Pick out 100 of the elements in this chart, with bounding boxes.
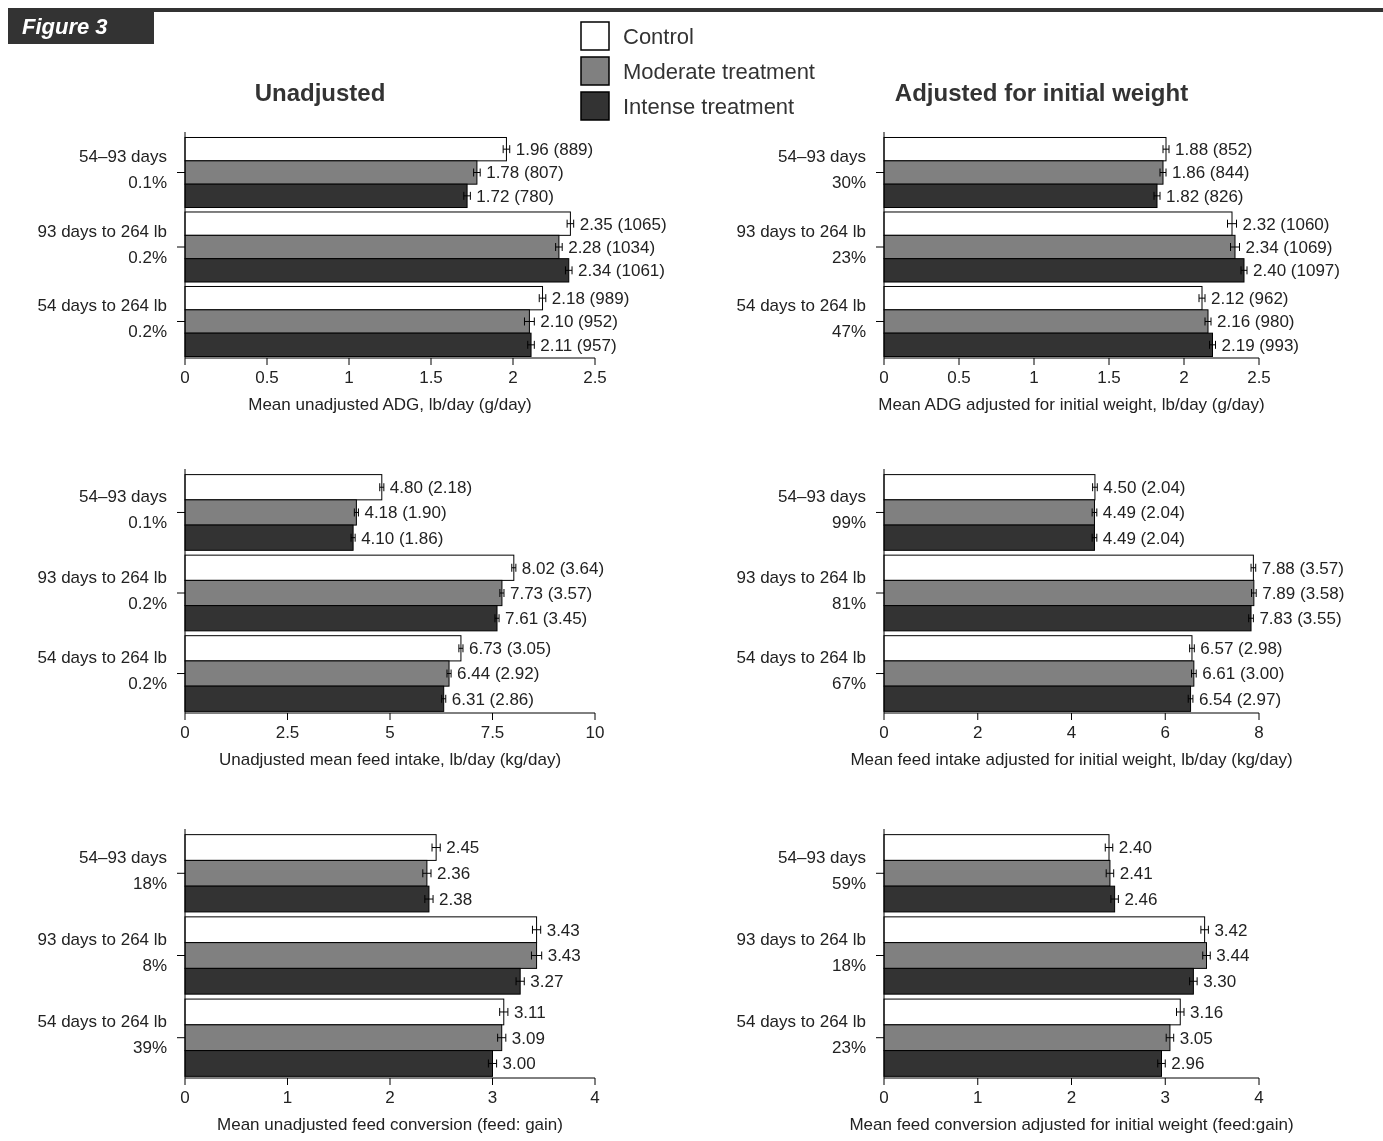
data-label: 3.44	[1216, 946, 1250, 966]
data-label: 7.88 (3.57)	[1261, 558, 1344, 578]
y-tick-label: 54 days to 264 lb 0.2%	[37, 648, 167, 694]
y-tick-label: 54–93 days 59%	[778, 847, 866, 893]
data-label: 7.83 (3.55)	[1259, 609, 1342, 629]
data-label: 1.82 (826)	[1166, 186, 1244, 206]
y-tick-label: 93 days to 264 lb 81%	[736, 567, 866, 613]
data-label: 1.72 (780)	[476, 186, 554, 206]
x-tick-label: 0	[180, 368, 190, 387]
data-label: 2.18 (989)	[551, 289, 630, 309]
x-axis-title: Unadjusted mean feed intake, lb/day (kg/day)	[218, 750, 562, 769]
data-label: 4.49 (2.04)	[1102, 528, 1186, 548]
x-tick-label: 3	[487, 1088, 498, 1107]
data-label: 2.45	[446, 838, 480, 858]
data-label: 6.61 (3.00)	[1202, 664, 1285, 684]
data-label: 3.30	[1203, 972, 1237, 992]
x-axis-title: Mean ADG adjusted for initial weight, lb/day (g/day)	[878, 395, 1265, 414]
x-axis-title: Mean feed conversion adjusted for initial weight (feed:gain)	[849, 1115, 1294, 1134]
y-tick-label: 54–93 days 30%	[778, 147, 866, 193]
x-tick-label: 2.5	[1247, 368, 1271, 387]
x-axis-title: Mean unadjusted ADG, lb/day (g/day)	[248, 395, 532, 414]
x-tick-label: 1	[1029, 368, 1039, 387]
y-tick-label: 93 days to 264 lb 0.2%	[37, 221, 167, 267]
data-label: 1.96 (889)	[515, 140, 594, 160]
data-label: 4.50 (2.04)	[1103, 478, 1186, 498]
x-tick-label: 2	[1179, 368, 1189, 387]
caption: Figure 3	[22, 14, 108, 39]
x-axis-title: Mean unadjusted feed conversion (feed: gain)	[217, 1115, 563, 1134]
y-tick-label: 54–93 days 0.1%	[79, 147, 167, 193]
data-label: 2.19 (993)	[1221, 335, 1299, 355]
y-tick-label: 93 days to 264 lb 23%	[736, 221, 866, 267]
data-label: 2.28 (1034)	[568, 237, 656, 257]
y-tick-label: 54 days to 264 lb 23%	[736, 1012, 866, 1058]
x-tick-label: 1	[282, 1088, 293, 1107]
data-label: 6.44 (2.92)	[457, 664, 540, 684]
data-label: 3.05	[1179, 1028, 1213, 1048]
x-tick-label: 4	[1066, 723, 1077, 742]
x-tick-label: 5	[385, 723, 395, 742]
y-tick-label: 54 days to 264 lb 67%	[736, 648, 866, 694]
data-label: 6.57 (2.98)	[1200, 639, 1283, 659]
x-tick-label: 0.5	[947, 368, 971, 387]
y-tick-label: 54 days to 264 lb 39%	[37, 1012, 167, 1058]
data-label: 6.73 (3.05)	[468, 639, 552, 659]
data-label: 8.02 (3.64)	[521, 558, 605, 578]
x-tick-label: 7.5	[480, 723, 505, 742]
data-label: 2.40	[1118, 838, 1152, 858]
data-label: 7.89 (3.58)	[1262, 583, 1345, 603]
x-tick-label: 2.5	[583, 368, 607, 387]
x-tick-label: 2.5	[275, 723, 300, 742]
data-label: 7.61 (3.45)	[505, 609, 588, 629]
x-tick-label: 0.5	[255, 368, 279, 387]
x-tick-label: 2	[973, 723, 983, 742]
data-label: 2.36	[437, 864, 471, 884]
legend-label: Moderate treatment	[623, 58, 815, 84]
chart-title: Unadjusted	[254, 79, 386, 106]
y-tick-label: 54 days to 264 lb 0.2%	[37, 296, 167, 342]
chart-title: Adjusted for initial weight	[894, 79, 1189, 106]
y-tick-label: 54–93 days 18%	[79, 847, 167, 893]
x-tick-label: 0	[879, 368, 889, 387]
x-tick-label: 2	[508, 368, 518, 387]
x-tick-label: 1.5	[1097, 368, 1121, 387]
legend-label: Control	[623, 23, 694, 49]
y-tick-label: 54 days to 264 lb 47%	[736, 296, 866, 342]
data-label: 3.43	[546, 920, 580, 940]
data-label: 2.34 (1061)	[578, 261, 665, 281]
data-label: 1.86 (844)	[1172, 163, 1250, 183]
data-label: 2.34 (1069)	[1245, 237, 1333, 257]
data-label: 3.09	[511, 1028, 545, 1048]
data-label: 2.35 (1065)	[579, 214, 667, 234]
x-tick-label: 0	[180, 723, 190, 742]
data-label: 3.00	[502, 1054, 536, 1074]
data-label: 6.54 (2.97)	[1198, 689, 1282, 709]
y-tick-label: 54–93 days 0.1%	[79, 487, 167, 533]
x-tick-label: 4	[1254, 1088, 1264, 1107]
data-label: 3.27	[530, 972, 564, 992]
data-label: 3.11	[513, 1002, 546, 1022]
data-label: 2.96	[1171, 1054, 1205, 1074]
y-tick-label: 54–93 days 99%	[778, 487, 866, 533]
x-tick-label: 4	[590, 1088, 600, 1107]
x-tick-label: 3	[1160, 1088, 1170, 1107]
x-tick-label: 2	[385, 1088, 395, 1107]
data-label: 2.32 (1060)	[1242, 214, 1330, 234]
y-tick-label: 93 days to 264 lb 18%	[736, 930, 866, 976]
data-label: 4.49 (2.04)	[1102, 503, 1186, 523]
y-tick-label: 93 days to 264 lb 0.2%	[37, 567, 167, 613]
data-label: 2.16 (980)	[1217, 312, 1295, 332]
data-label: 2.12 (962)	[1211, 289, 1289, 309]
data-label: 1.78 (807)	[486, 163, 564, 183]
data-label: 3.43	[547, 946, 581, 966]
x-tick-label: 1	[973, 1088, 983, 1107]
data-label: 4.18 (1.90)	[364, 503, 447, 523]
x-tick-label: 0	[180, 1088, 190, 1107]
x-tick-label: 0	[879, 723, 889, 742]
data-label: 3.16	[1190, 1002, 1224, 1022]
data-label: 4.80 (2.18)	[389, 478, 473, 498]
x-tick-label: 0	[879, 1088, 889, 1107]
data-label: 3.42	[1214, 920, 1248, 940]
data-label: 2.38	[439, 890, 473, 909]
legend-label: Intense treatment	[623, 93, 795, 119]
x-tick-label: 1.5	[419, 368, 443, 387]
